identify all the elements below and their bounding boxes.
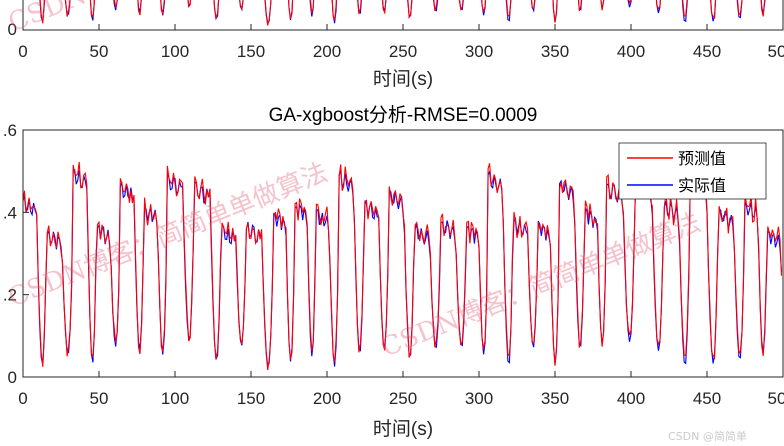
- top-x-tick-label: 250: [389, 42, 417, 61]
- footer-watermark: CSDN @简简单: [668, 430, 747, 443]
- top-x-tick-label: 350: [541, 42, 569, 61]
- bottom-y-tick-label: 0: [8, 368, 17, 387]
- bottom-x-tick-label: 150: [237, 389, 265, 408]
- bottom-y-tick-label: .6: [3, 121, 17, 140]
- top-x-tick-label: 0: [18, 42, 27, 61]
- bottom-x-tick-label: 200: [313, 389, 341, 408]
- bottom-x-tick-label: 450: [693, 389, 721, 408]
- top-series-line-predicted: [39, 0, 766, 26]
- top-chart: 0 50 100 150 200 250 300 350 400 450 50 0 时间(s): [8, 0, 784, 90]
- bottom-x-tick-label: 350: [541, 389, 569, 408]
- bottom-chart: GA-xgboost分析-RMSE=0.0009 0 50 100 150 200 250…: [3, 104, 784, 440]
- bottom-x-tick-label: 250: [389, 389, 417, 408]
- bottom-x-tick-label: 0: [18, 389, 27, 408]
- top-x-tick-label: 100: [161, 42, 189, 61]
- bottom-y-ticks: 0 .2 .4 .6: [3, 121, 29, 387]
- top-series-group: [39, 0, 766, 26]
- top-x-ticks: 0 50 100 150 200 250 300 350 400 450 50: [18, 24, 784, 61]
- top-x-tick-label: 400: [617, 42, 645, 61]
- bottom-x-ticks: 0 50 100 150 200 250 300 350 400 450 50: [18, 371, 784, 408]
- bottom-x-tick-label: 50: [768, 389, 784, 408]
- bottom-x-tick-label: 300: [465, 389, 493, 408]
- top-y-tick-label: 0: [8, 20, 17, 39]
- top-x-tick-label: 450: [693, 42, 721, 61]
- legend-label-predicted: 预测值: [678, 150, 726, 168]
- bottom-y-tick-label: .4: [3, 203, 17, 222]
- top-series-line-actual: [39, 0, 766, 25]
- top-x-tick-label: 300: [465, 42, 493, 61]
- top-x-tick-label: 200: [313, 42, 341, 61]
- legend-label-actual: 实际值: [678, 177, 726, 195]
- bottom-x-tick-label: 100: [161, 389, 189, 408]
- bottom-x-tick-label: 50: [90, 389, 109, 408]
- top-xlabel: 时间(s): [373, 68, 433, 90]
- bottom-x-tick-label: 400: [617, 389, 645, 408]
- bottom-y-tick-label: .2: [3, 286, 17, 305]
- bottom-xlabel: 时间(s): [373, 418, 433, 440]
- top-x-tick-label: 50: [768, 42, 784, 61]
- top-x-tick-label: 50: [90, 42, 109, 61]
- legend: 预测值 实际值: [618, 142, 767, 200]
- series-line-predicted: [22, 161, 783, 371]
- chart-title: GA-xgboost分析-RMSE=0.0009: [269, 104, 538, 126]
- top-x-tick-label: 150: [237, 42, 265, 61]
- legend-box: [618, 142, 767, 200]
- bottom-series-group: [22, 161, 783, 371]
